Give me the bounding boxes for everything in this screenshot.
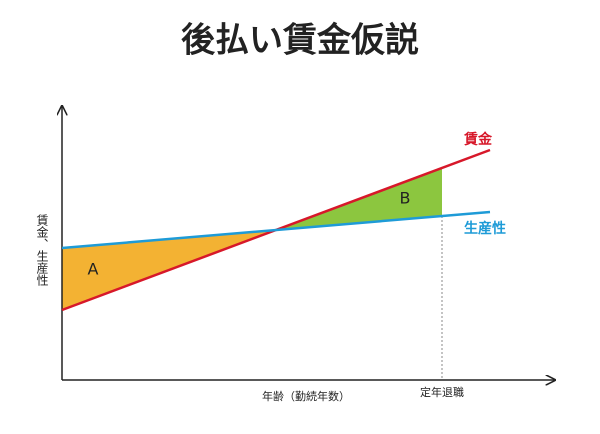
x-axis-label: 年齢（勤続年数）	[262, 389, 350, 403]
wage-label: 賃金	[463, 131, 493, 148]
title: 後払い賃金仮説	[181, 21, 419, 61]
productivity-label: 生産性	[464, 220, 506, 237]
retirement-label: 定年退職	[420, 385, 464, 399]
region-b-label: B	[400, 189, 411, 208]
y-axis-label: 賃金、生産性	[35, 213, 49, 287]
productivity-line	[61, 210, 491, 250]
region-a-label: A	[88, 260, 99, 279]
